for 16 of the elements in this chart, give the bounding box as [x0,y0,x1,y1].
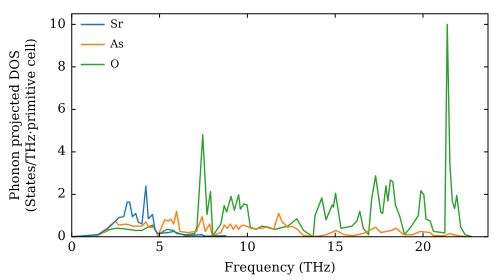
y-tick-label: 2 [57,186,66,202]
legend-label: O [110,57,120,70]
y-tick-label: 4 [57,144,66,160]
legend-label: Sr [110,17,124,30]
x-tick-label: 20 [414,240,432,255]
x-tick-label: 10 [239,240,256,255]
y-axis-title: Phonon projected DOS (States/THz·primitive cell) [8,38,39,212]
y-tick-label: 6 [57,102,66,117]
y-tick-label: 10 [49,16,66,32]
legend-label: As [109,37,124,50]
x-tick-label: 0 [68,240,76,255]
x-tick-label: 5 [155,240,164,255]
x-axis-title: Frequency (THz) [224,260,336,276]
x-tick-label: 15 [326,240,344,255]
y-tick-label: 8 [57,59,66,74]
y-tick-label: 0 [57,229,66,244]
